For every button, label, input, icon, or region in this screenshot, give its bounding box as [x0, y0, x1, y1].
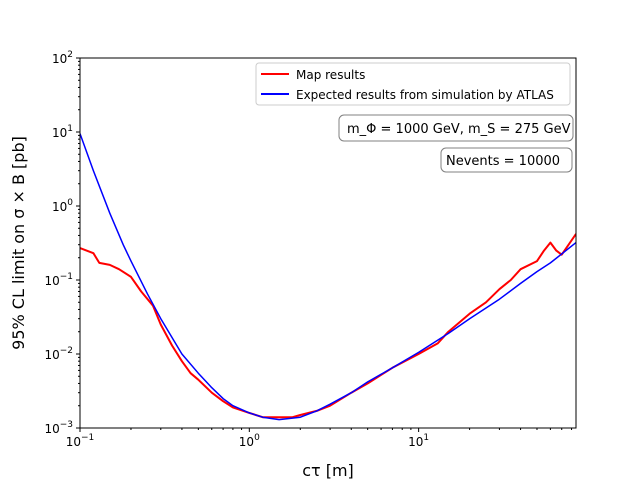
y-axis-label: 95% CL limit on σ × B [pb] — [9, 136, 28, 350]
plot-curves — [80, 133, 576, 421]
plot-frame — [79, 57, 577, 429]
legend-label-map-results: Map results — [296, 68, 365, 82]
annotation-masses-box — [338, 114, 574, 142]
annotation-masses: m_Φ = 1000 GeV, m_S = 275 GeV — [338, 114, 574, 142]
x-axis-label: cτ [m] — [302, 461, 354, 480]
legend-label-atlas-expected: Expected results from simulation by ATLA… — [296, 88, 554, 102]
annotation-masses-text: m_Φ = 1000 GeV, m_S = 275 GeV — [347, 122, 571, 137]
annotation-events-text: Nevents = 10000 — [446, 154, 560, 169]
axis-ticks — [76, 57, 573, 432]
legend: Map results Expected results from simula… — [255, 62, 571, 106]
annotation-events: Nevents = 10000 — [440, 147, 573, 173]
series-line-atlas-expected — [80, 133, 576, 421]
legend-box — [255, 62, 571, 106]
series-line-map-results — [80, 233, 576, 419]
annotation-events-box — [440, 147, 573, 173]
